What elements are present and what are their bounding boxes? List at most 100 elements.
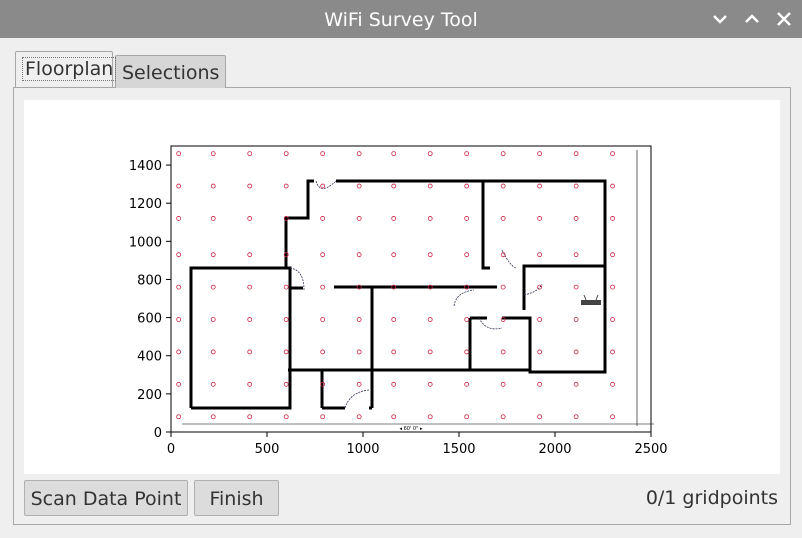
finish-button[interactable]: Finish <box>194 480 279 516</box>
grid-point <box>247 317 253 322</box>
survey-grid-points <box>176 151 615 420</box>
grid-point <box>500 183 506 189</box>
floorplan-plot-area[interactable]: ◂ 60' 0" ▸ 0 500 1000 1500 2000 2500 0 200 400 6… <box>24 100 780 474</box>
door-arcs <box>289 180 543 409</box>
grid-point <box>391 414 397 420</box>
grid-point <box>537 151 543 157</box>
grid-point <box>500 349 506 355</box>
grid-point <box>610 317 615 322</box>
grid-point <box>610 151 615 157</box>
grid-point <box>356 414 362 420</box>
grid-point <box>320 252 326 258</box>
y-tick-label: 200 <box>137 388 162 403</box>
grid-point <box>573 349 579 355</box>
grid-point <box>320 216 326 221</box>
grid-point <box>210 151 216 157</box>
grid-point <box>283 381 289 387</box>
minimize-button[interactable] <box>707 6 733 32</box>
grid-point <box>610 414 615 420</box>
maximize-button[interactable] <box>739 6 765 32</box>
grid-point <box>537 183 543 189</box>
close-icon <box>777 12 791 26</box>
grid-point <box>427 183 433 189</box>
grid-point <box>391 349 397 355</box>
y-tick-label: 600 <box>137 312 162 327</box>
grid-point <box>573 252 579 258</box>
grid-point <box>247 284 253 290</box>
grid-point <box>356 252 362 258</box>
x-tick-label: 0 <box>167 442 175 457</box>
y-tick-label: 1400 <box>129 159 162 174</box>
grid-point <box>210 414 216 420</box>
grid-point <box>247 151 253 157</box>
x-tick-label: 2000 <box>538 442 571 457</box>
grid-point <box>464 216 470 221</box>
x-tick-label: 1500 <box>442 442 475 457</box>
grid-point <box>320 349 326 355</box>
grid-point <box>320 317 326 322</box>
grid-point <box>210 216 216 221</box>
grid-point <box>283 284 289 290</box>
grid-point <box>537 284 543 290</box>
grid-point <box>537 252 543 258</box>
x-axis-ticks: 0 500 1000 1500 2000 2500 <box>167 432 668 457</box>
tab-selections[interactable]: Selections <box>115 55 226 88</box>
grid-point <box>427 381 433 387</box>
grid-point <box>210 284 216 290</box>
grid-point <box>500 151 506 157</box>
grid-point <box>610 349 615 355</box>
grid-point <box>464 349 470 355</box>
grid-point <box>500 252 506 258</box>
grid-point <box>573 183 579 189</box>
grid-point <box>427 349 433 355</box>
grid-point <box>464 284 470 290</box>
close-button[interactable] <box>771 6 797 32</box>
grid-point <box>283 216 289 221</box>
scan-data-point-button[interactable]: Scan Data Point <box>24 480 188 516</box>
tab-label: Selections <box>122 62 220 84</box>
grid-point <box>283 252 289 258</box>
grid-point <box>356 216 362 221</box>
floorplan-chart[interactable]: ◂ 60' 0" ▸ 0 500 1000 1500 2000 2500 0 200 400 6… <box>24 100 780 474</box>
grid-point <box>610 381 615 387</box>
grid-point <box>610 252 615 258</box>
tab-label: Floorplan <box>22 57 117 81</box>
grid-point <box>464 151 470 157</box>
grid-point <box>391 216 397 221</box>
window-title: WiFi Survey Tool <box>324 9 478 31</box>
grid-point <box>210 381 216 387</box>
grid-point <box>464 183 470 189</box>
grid-point <box>247 252 253 258</box>
grid-point <box>176 317 182 322</box>
grid-point <box>500 414 506 420</box>
y-tick-label: 1000 <box>129 235 162 250</box>
dimension-annotations: ◂ 60' 0" ▸ <box>182 150 654 432</box>
grid-point <box>537 414 543 420</box>
grid-point <box>210 252 216 258</box>
grid-point <box>427 284 433 290</box>
svg-text:◂ 60' 0" ▸: ◂ 60' 0" ▸ <box>399 426 422 432</box>
gridpoints-status: 0/1 gridpoints <box>645 487 778 509</box>
grid-point <box>391 381 397 387</box>
grid-point <box>176 151 182 157</box>
grid-point <box>176 183 182 189</box>
grid-point <box>320 414 326 420</box>
grid-point <box>537 381 543 387</box>
grid-point <box>283 317 289 322</box>
grid-point <box>427 317 433 322</box>
grid-point <box>610 183 615 189</box>
grid-point <box>320 183 326 189</box>
grid-point <box>176 252 182 258</box>
grid-point <box>210 183 216 189</box>
grid-point <box>283 349 289 355</box>
chevron-up-icon <box>745 14 759 23</box>
tab-floorplan[interactable]: Floorplan <box>15 51 117 87</box>
y-axis-ticks: 0 200 400 600 800 1000 1200 1400 <box>129 159 171 441</box>
grid-point <box>283 414 289 420</box>
grid-point <box>500 216 506 221</box>
y-tick-label: 0 <box>154 426 162 441</box>
grid-point <box>283 183 289 189</box>
grid-point <box>320 284 326 290</box>
grid-point <box>537 216 543 221</box>
grid-point <box>537 317 543 322</box>
